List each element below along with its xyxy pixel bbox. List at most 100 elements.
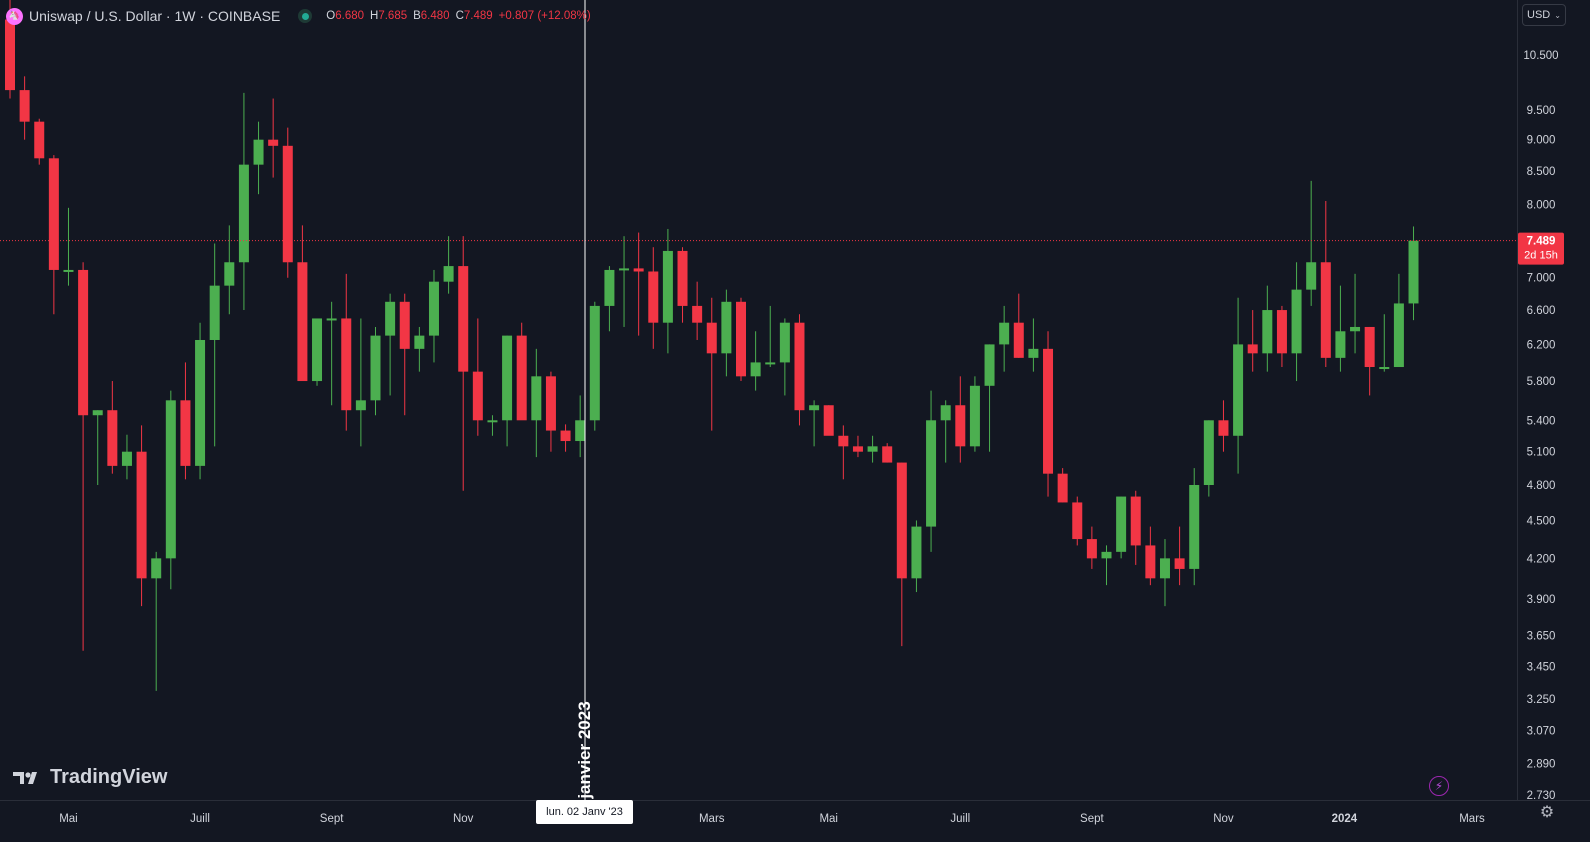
candle-body (926, 420, 937, 527)
candle-body (1130, 496, 1141, 546)
candle-body (487, 420, 498, 423)
tradingview-watermark[interactable]: TradingView (13, 766, 167, 789)
candle-body (1086, 539, 1097, 559)
price-tick-label: 2.890 (1527, 759, 1556, 771)
candle-body (268, 139, 279, 146)
price-tick-label: 4.500 (1527, 515, 1556, 527)
candle-body (1218, 420, 1229, 436)
candle-body (1072, 502, 1083, 540)
candle-body (589, 305, 600, 421)
candle-body (151, 558, 162, 579)
candle-body (1306, 262, 1317, 290)
candle-body (1364, 326, 1375, 368)
symbol-title[interactable]: Uniswap / U.S. Dollar · 1W · COINBASE (29, 8, 281, 24)
candle-body (1043, 348, 1054, 474)
time-tick-label: Mai (819, 813, 838, 825)
candle-body (736, 301, 746, 377)
gear-icon[interactable]: ⚙ (1539, 804, 1555, 821)
candle-body (765, 362, 776, 365)
price-tick-label: 9.500 (1527, 105, 1556, 117)
ohlc-close: C7.489 (455, 10, 493, 22)
candle-body (63, 269, 74, 272)
price-axis[interactable]: 10.500 9.500 9.000 8.500 8.000 7.000 6.600 6.20… (1517, 0, 1590, 837)
candle-body (370, 335, 381, 401)
time-tick-label: 2024 (1332, 813, 1358, 825)
price-tick-label: 6.200 (1527, 339, 1556, 351)
currency-selector[interactable]: USD ⌄ (1522, 4, 1566, 26)
time-tick-label: Sept (320, 813, 344, 825)
candle-body (1189, 485, 1200, 569)
candle-body (34, 121, 45, 159)
candle-body (648, 271, 659, 323)
price-tick-label: 6.600 (1527, 305, 1556, 317)
candle-body (823, 405, 834, 436)
candle-body (399, 301, 410, 349)
candle-body (1145, 545, 1156, 579)
candle-body (838, 435, 849, 447)
bar-countdown: 2d 15h (1524, 250, 1558, 262)
candle-body (1291, 289, 1302, 354)
candle-body (121, 451, 132, 466)
price-tick-label: 3.450 (1527, 661, 1556, 673)
candle-body (238, 164, 249, 263)
chevron-down-icon: ⌄ (1554, 10, 1561, 20)
candle-body (341, 318, 352, 411)
ohlc-high: H7.685 (370, 10, 408, 22)
candle-body (385, 301, 396, 336)
ohlc-change: +0.807 (+12.08%) (498, 10, 591, 22)
candle-body (516, 335, 527, 421)
time-axis[interactable]: Mai Juill Sept Nov Mars Mai Juill Sept Nov 2024 Ma… (0, 800, 1590, 837)
market-status-icon[interactable] (298, 9, 313, 23)
ohlc-low: B6.480 (413, 10, 450, 22)
price-tick-label: 5.400 (1527, 415, 1556, 427)
candle-body (999, 322, 1010, 345)
price-tick-label: 8.000 (1527, 199, 1556, 211)
candle-body (1159, 558, 1170, 579)
candle-body (1174, 558, 1185, 569)
candle-body (750, 362, 761, 377)
candle-body (1116, 496, 1127, 552)
candle-body (1101, 551, 1112, 559)
tradingview-logo-icon (13, 771, 37, 784)
time-axis-background (0, 800, 1590, 837)
price-tick-label: 4.800 (1527, 480, 1556, 492)
last-price-tag: 7.489 2d 15h (1518, 232, 1564, 265)
time-tick-label: Sept (1080, 813, 1104, 825)
price-tick-label: 2.730 (1527, 790, 1556, 802)
candle-body (1393, 303, 1404, 368)
candle-body (355, 400, 366, 411)
candle-body (209, 285, 220, 340)
candle-body (1335, 331, 1346, 358)
price-tick-label: 10.500 (1523, 50, 1558, 62)
candle-body (472, 371, 483, 421)
price-axis-background (1517, 0, 1590, 837)
candle-body (282, 145, 293, 263)
candle-body (297, 262, 308, 382)
candle-body (428, 281, 439, 336)
candle-body (911, 526, 922, 579)
candle-body (1350, 326, 1361, 332)
candle-body (984, 344, 995, 386)
chart-legend: 🦄 Uniswap / U.S. Dollar · 1W · COINBASE … (6, 5, 597, 27)
time-tick-label: Mars (1459, 813, 1485, 825)
currency-label: USD (1527, 9, 1551, 21)
candle-body (443, 266, 454, 282)
candle-body (78, 269, 89, 416)
time-tick-label: Mai (59, 813, 78, 825)
candle-body (677, 250, 688, 306)
candle-body (5, 19, 15, 91)
candle-body (1408, 240, 1419, 304)
uniswap-logo-icon: 🦄 (6, 7, 23, 25)
ohlc-open: O6.680 (326, 10, 365, 22)
candle-body (502, 335, 513, 421)
candle-body (48, 158, 59, 270)
time-tick-label: Nov (1213, 813, 1234, 825)
price-tick-label: 7.000 (1527, 273, 1556, 285)
lightning-icon[interactable]: ⚡ (1429, 776, 1449, 796)
candle-body (1013, 322, 1024, 358)
candle-body (969, 385, 980, 447)
time-tick-label: Juill (190, 813, 210, 825)
candle-body (1262, 310, 1273, 354)
